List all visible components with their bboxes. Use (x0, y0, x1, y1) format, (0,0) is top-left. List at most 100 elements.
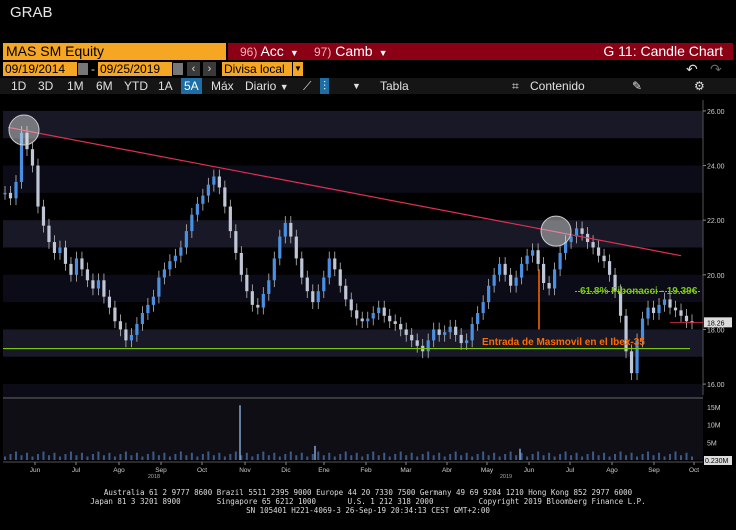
prev-period-button[interactable]: ‹ (187, 62, 200, 76)
volume-bar (592, 451, 595, 460)
candle-body (74, 258, 79, 275)
period-1a[interactable]: 1A (158, 79, 173, 93)
volume-bar (9, 454, 12, 460)
candle-chart: 61.8% Fibonacci - 19.39€ Entrada de Masm… (3, 100, 732, 480)
volume-bar (394, 454, 397, 460)
candle-series (3, 125, 694, 380)
content-icon[interactable]: ⌗ (512, 79, 519, 93)
content-button[interactable]: Contenido (530, 79, 585, 93)
footer-line-3: SN 105401 H221-4069-3 26-Sep-19 20:34:13… (246, 506, 490, 515)
volume-bar (570, 455, 573, 460)
band (3, 165, 703, 193)
edit-icon[interactable]: ✎ (632, 79, 643, 93)
calendar-icon[interactable] (173, 63, 183, 75)
candle-body (223, 187, 227, 207)
candle-body (596, 247, 601, 256)
volume-bar (306, 456, 309, 460)
candle-body (333, 258, 337, 270)
candle-body (487, 285, 491, 303)
candle-body (190, 214, 194, 232)
volume-bar (652, 455, 655, 460)
redo-icon[interactable]: ↷ (710, 61, 722, 77)
volume-bar (526, 456, 529, 460)
candle-body (371, 313, 375, 319)
period-max[interactable]: Máx (211, 79, 234, 93)
calendar-icon[interactable] (78, 63, 88, 75)
volume-bar (344, 451, 347, 460)
volume-bar (163, 452, 166, 460)
volume-bar (405, 455, 408, 460)
end-date-input[interactable]: 09/25/2019 (98, 62, 172, 76)
volume-bar (669, 454, 672, 460)
time-tick-label: Mar (400, 467, 412, 474)
volume-bar (597, 455, 600, 460)
period-1m[interactable]: 1M (67, 79, 84, 93)
volume-bar (339, 454, 342, 460)
footer-copyright: Japan 81 3 3201 8900 Singapore 65 6212 1… (0, 497, 736, 515)
volume-background (3, 400, 703, 460)
band (3, 274, 703, 303)
period-1d[interactable]: 1D (11, 79, 27, 93)
price-tick-label: 24.00 (707, 164, 725, 171)
period-ytd[interactable]: YTD (124, 79, 148, 93)
time-tick-label: Jun (524, 467, 535, 474)
volume-bar (685, 452, 688, 460)
candle-body (525, 255, 529, 264)
period-3d[interactable]: 3D (38, 79, 54, 93)
volume-bar (658, 452, 661, 460)
volume-bar (383, 452, 386, 460)
candle-body (536, 250, 540, 264)
volume-bar (559, 454, 562, 460)
time-tick-label: May (481, 467, 494, 474)
volume-bar (515, 455, 518, 460)
footer-line-1: Australia 61 2 9777 8600 Brazil 5511 239… (103, 488, 633, 497)
table-button[interactable]: Tabla (380, 79, 409, 93)
time-tick-label: Oct (689, 467, 699, 474)
frequency-select[interactable]: Diario ▼ (245, 78, 289, 94)
candle-body (393, 321, 397, 324)
volume-bar (663, 456, 666, 460)
start-date-input[interactable]: 09/19/2014 (3, 62, 77, 76)
undo-icon[interactable]: ↶ (686, 61, 698, 77)
period-5a[interactable]: 5A (181, 78, 202, 94)
chevron-down-icon[interactable]: ▼ (293, 62, 303, 76)
candle-chart-icon[interactable]: ⫶ (320, 78, 330, 94)
candle-body (432, 329, 436, 341)
volume-bar (234, 451, 237, 460)
ticker-input[interactable]: MAS SM Equity (3, 43, 226, 60)
volume-bar (520, 452, 523, 460)
time-tick-label: Dic (281, 467, 291, 474)
period-6m[interactable]: 6M (96, 79, 113, 93)
volume-bar (311, 454, 314, 460)
volume-bar (42, 451, 45, 460)
line-chart-icon[interactable]: ⟋ (303, 79, 312, 93)
next-period-button[interactable]: › (203, 62, 216, 76)
acc-menu[interactable]: 96) Acc ▼ (240, 43, 299, 60)
candle-body (118, 321, 123, 330)
volume-bar (366, 454, 369, 460)
gear-icon[interactable]: ⚙ (694, 79, 705, 93)
candle-body (316, 291, 320, 303)
chart-type-dropdown-icon[interactable]: ▼ (352, 81, 361, 91)
candle-body (437, 329, 441, 335)
candle-body (366, 318, 370, 322)
camb-menu[interactable]: 97) Camb ▼ (314, 43, 388, 60)
frequency-label: Diario (245, 79, 277, 93)
volume-bar (438, 452, 441, 460)
candle-body (602, 255, 606, 262)
volume-bar (4, 456, 6, 460)
candle-body (624, 315, 628, 352)
currency-select[interactable]: Divisa local (222, 62, 292, 76)
candle-body (574, 228, 579, 237)
volume-bar (509, 451, 512, 460)
candle-body (377, 307, 381, 314)
volume-bar (273, 452, 276, 460)
candle-body (250, 291, 254, 305)
volume-bar (603, 452, 606, 460)
camb-menu-number: 97) (314, 45, 332, 59)
volume-bar (64, 454, 67, 460)
chevron-down-icon: ▼ (289, 48, 299, 58)
band (3, 110, 703, 139)
candle-body (63, 247, 68, 264)
volume-bar (86, 456, 89, 460)
